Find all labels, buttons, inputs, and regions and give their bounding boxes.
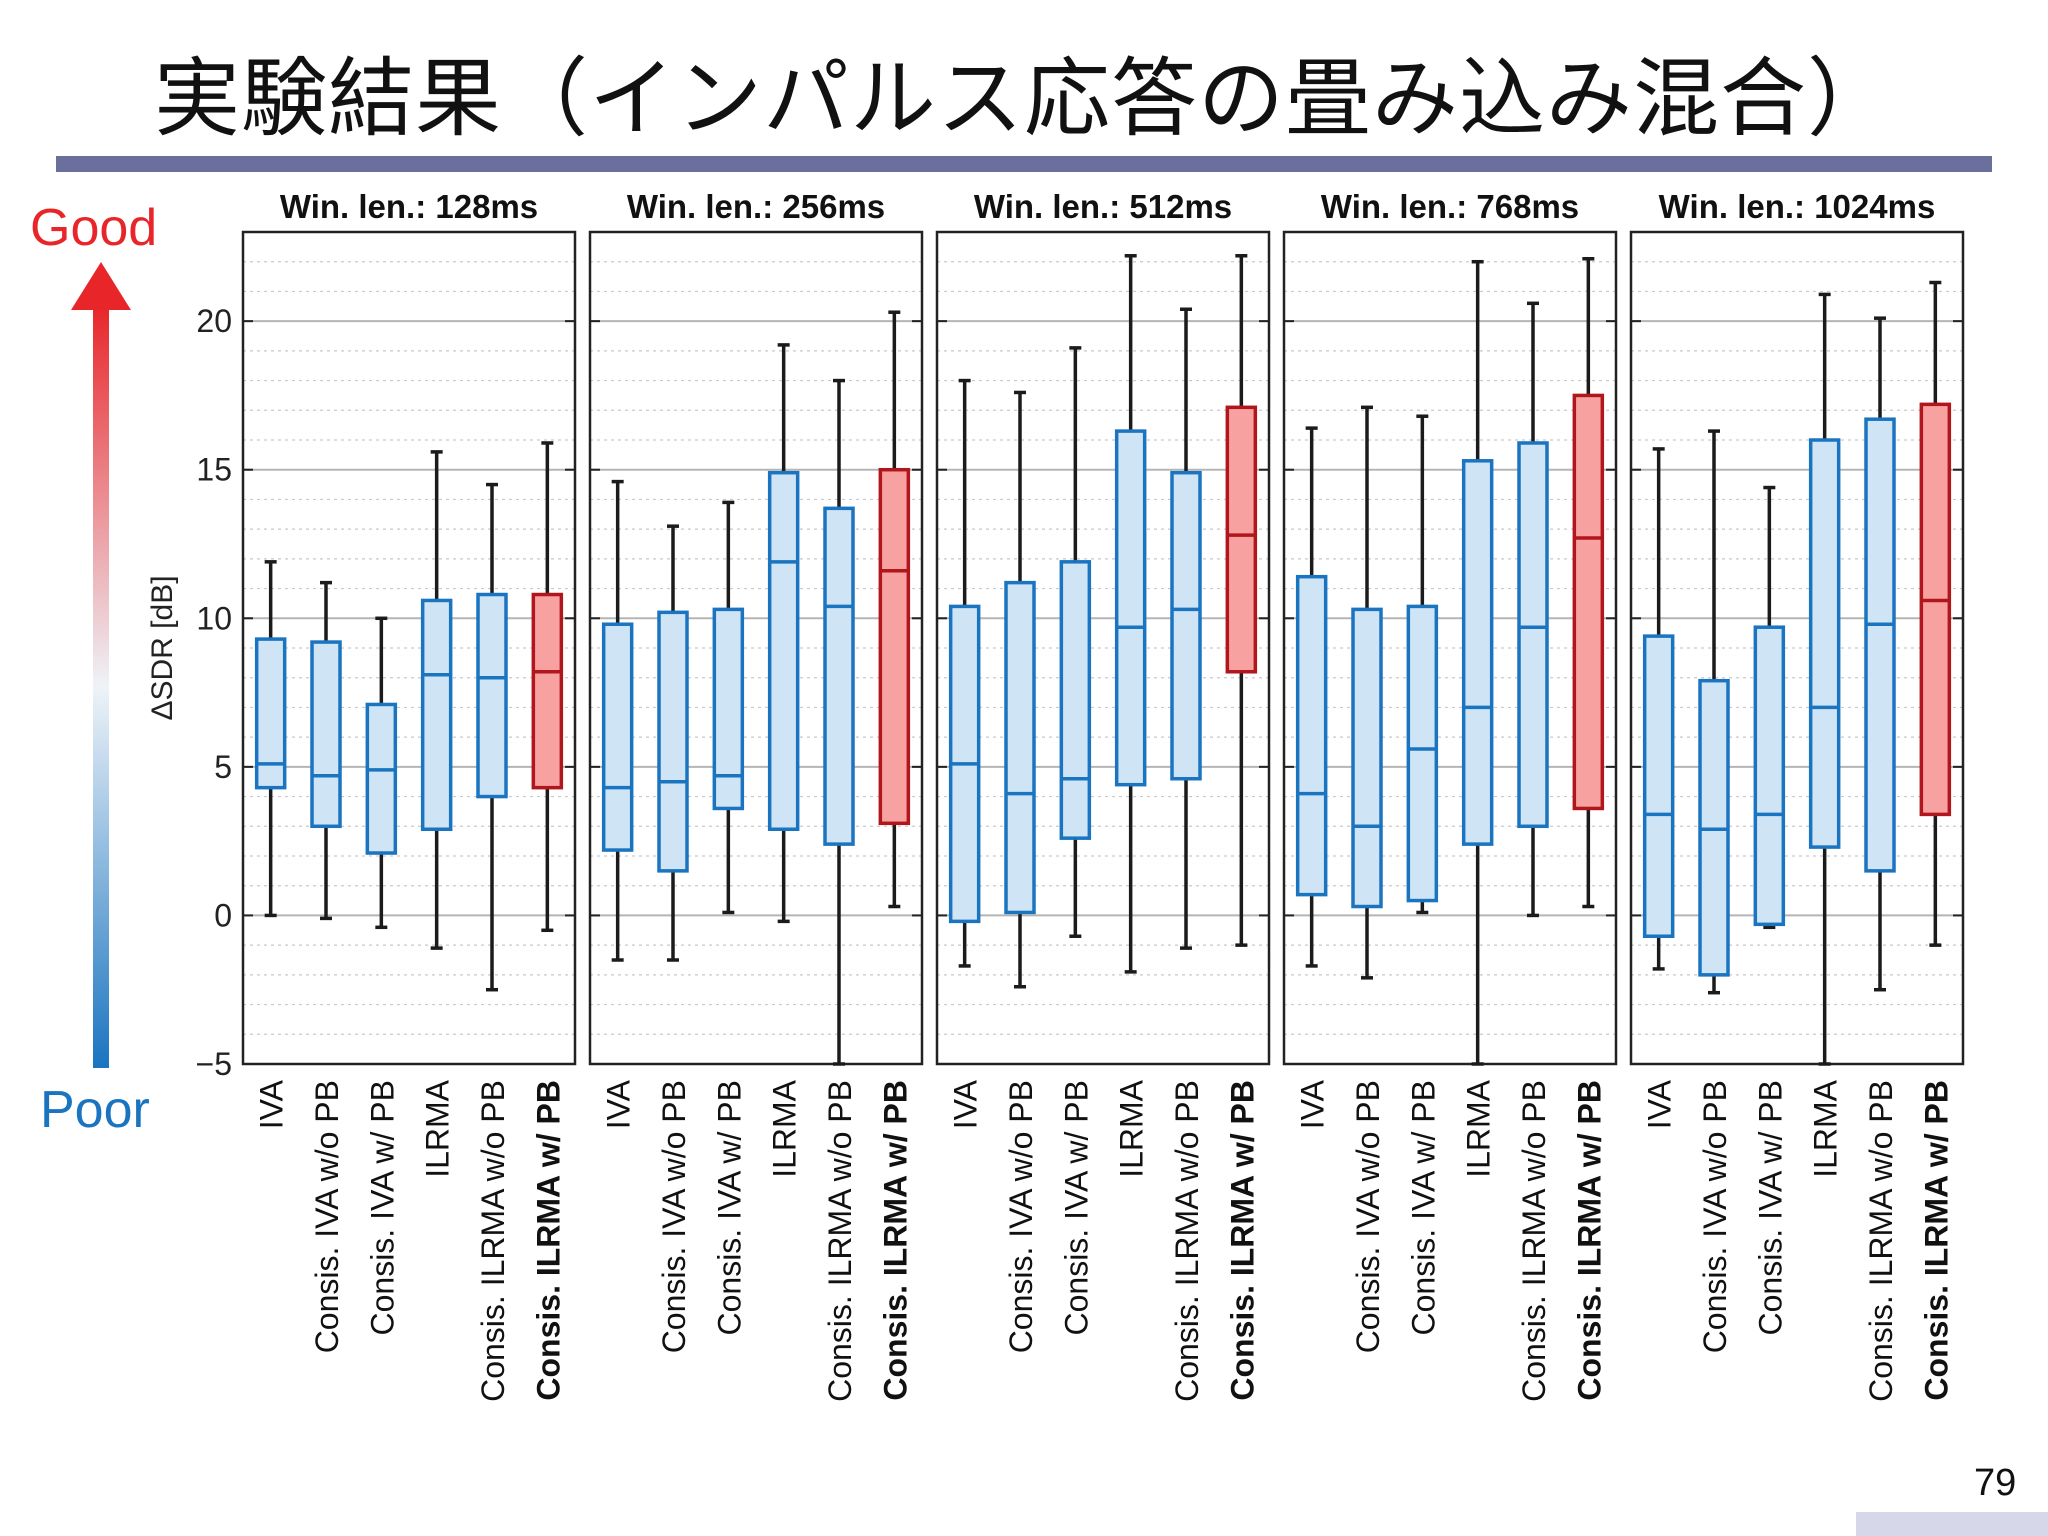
panel-title: Win. len.: 128ms: [280, 188, 538, 225]
box: [1351, 607, 1383, 909]
box: [1059, 560, 1092, 840]
box: [767, 470, 800, 832]
box: [420, 598, 453, 832]
box: [823, 506, 855, 846]
box: [1864, 417, 1896, 873]
title-rule: [56, 156, 1992, 172]
slide-title: 実験結果（インパルス応答の畳み込み混合）: [154, 49, 1894, 149]
x-category-label: Consis. ILRMA w/ PB: [1918, 1080, 1954, 1401]
x-category-label: IVA: [1642, 1079, 1678, 1129]
box: [310, 640, 342, 829]
box: [1808, 438, 1841, 849]
box: [1170, 470, 1202, 781]
box: [1919, 402, 1952, 817]
panel-background: [1284, 232, 1616, 1064]
box: [657, 610, 689, 873]
x-category-label: ILRMA: [1114, 1079, 1150, 1177]
chart-panel: Win. len.: 128ms IVA Consis. IVA w/o PB Con…: [241, 188, 577, 1402]
x-category-label: Consis. IVA w/o PB: [1003, 1080, 1039, 1353]
x-category-label: Consis. IVA w/o PB: [309, 1080, 345, 1353]
chart-panel: Win. len.: 1024ms IVA Consis. IVA w/o PB Co…: [1629, 188, 1965, 1402]
x-category-label: Consis. IVA w/ PB: [1752, 1080, 1788, 1336]
x-category-label: Consis. IVA w/ PB: [364, 1080, 400, 1336]
x-category-label: Consis. ILRMA w/ PB: [1571, 1080, 1607, 1401]
panel-frame: [588, 230, 924, 1066]
x-category-label: ILRMA: [767, 1079, 803, 1177]
poor-label: Poor: [40, 1081, 150, 1139]
y-tick-label: 0: [214, 897, 232, 933]
panel-frame: [241, 230, 577, 1066]
panel-title: Win. len.: 512ms: [974, 188, 1232, 225]
box: [531, 592, 564, 790]
good-label: Good: [30, 199, 158, 257]
x-category-label: Consis. ILRMA w/o PB: [1516, 1080, 1552, 1402]
panel-title: Win. len.: 256ms: [627, 188, 885, 225]
y-tick-label: 20: [196, 303, 232, 339]
box: [1753, 625, 1786, 927]
y-tick-label: 15: [196, 452, 232, 488]
panel-frame: [1282, 230, 1618, 1066]
y-tick-label: 10: [196, 600, 232, 636]
box: [1642, 634, 1675, 938]
x-category-label: IVA: [1295, 1079, 1331, 1129]
panel-title: Win. len.: 1024ms: [1659, 188, 1936, 225]
box: [1406, 604, 1439, 903]
y-axis-label: ΔSDR [dB]: [146, 575, 179, 720]
box: [1517, 441, 1549, 829]
x-category-label: ILRMA: [1461, 1079, 1497, 1177]
panel-title: Win. len.: 768ms: [1321, 188, 1579, 225]
x-category-label: Consis. ILRMA w/ PB: [877, 1080, 913, 1401]
panel-background: [590, 232, 922, 1064]
box: [476, 592, 508, 799]
x-category-label: Consis. ILRMA w/o PB: [1863, 1080, 1899, 1402]
x-category-label: Consis. ILRMA w/o PB: [822, 1080, 858, 1402]
chart-panel: Win. len.: 768ms IVA Consis. IVA w/o PB Con…: [1282, 188, 1618, 1402]
box: [601, 622, 634, 852]
x-category-label: Consis. ILRMA w/ PB: [530, 1080, 566, 1401]
x-category-label: Consis. IVA w/ PB: [1405, 1080, 1441, 1336]
chart-panel: Win. len.: 256ms IVA Consis. IVA w/o PB Con…: [588, 188, 924, 1402]
x-category-label: Consis. IVA w/ PB: [1058, 1080, 1094, 1336]
box: [1572, 393, 1605, 811]
panel-frame: [935, 230, 1271, 1066]
x-category-label: IVA: [948, 1079, 984, 1129]
x-category-label: Consis. IVA w/ PB: [711, 1080, 747, 1336]
x-category-label: Consis. ILRMA w/o PB: [1169, 1080, 1205, 1402]
box: [1225, 405, 1258, 674]
y-tick-label: −5: [196, 1046, 232, 1082]
panel-frame: [1629, 230, 1965, 1066]
x-category-label: ILRMA: [1808, 1079, 1844, 1177]
x-category-label: Consis. IVA w/o PB: [656, 1080, 692, 1353]
x-category-label: Consis. IVA w/o PB: [1350, 1080, 1386, 1353]
page-number: 79: [1974, 1462, 2017, 1504]
box: [878, 467, 911, 826]
y-tick-label: 5: [214, 749, 232, 785]
x-category-label: Consis. IVA w/o PB: [1697, 1080, 1733, 1353]
box: [1004, 580, 1036, 915]
panel-background: [1631, 232, 1963, 1064]
x-category-label: Consis. ILRMA w/o PB: [475, 1080, 511, 1402]
x-category-label: ILRMA: [420, 1079, 456, 1177]
box: [712, 607, 745, 811]
chart-panel: Win. len.: 512ms IVA Consis. IVA w/o PB Con…: [935, 188, 1271, 1402]
footer-bar: [1856, 1512, 2048, 1536]
box: [365, 702, 398, 855]
x-category-label: IVA: [601, 1079, 637, 1129]
box: [1461, 459, 1494, 846]
panel-background: [243, 232, 575, 1064]
box: [1295, 574, 1328, 897]
box: [1114, 429, 1147, 787]
panel-background: [937, 232, 1269, 1064]
x-category-label: Consis. ILRMA w/ PB: [1224, 1080, 1260, 1401]
good-poor-arrow: [71, 262, 131, 1068]
x-category-label: IVA: [254, 1079, 290, 1129]
